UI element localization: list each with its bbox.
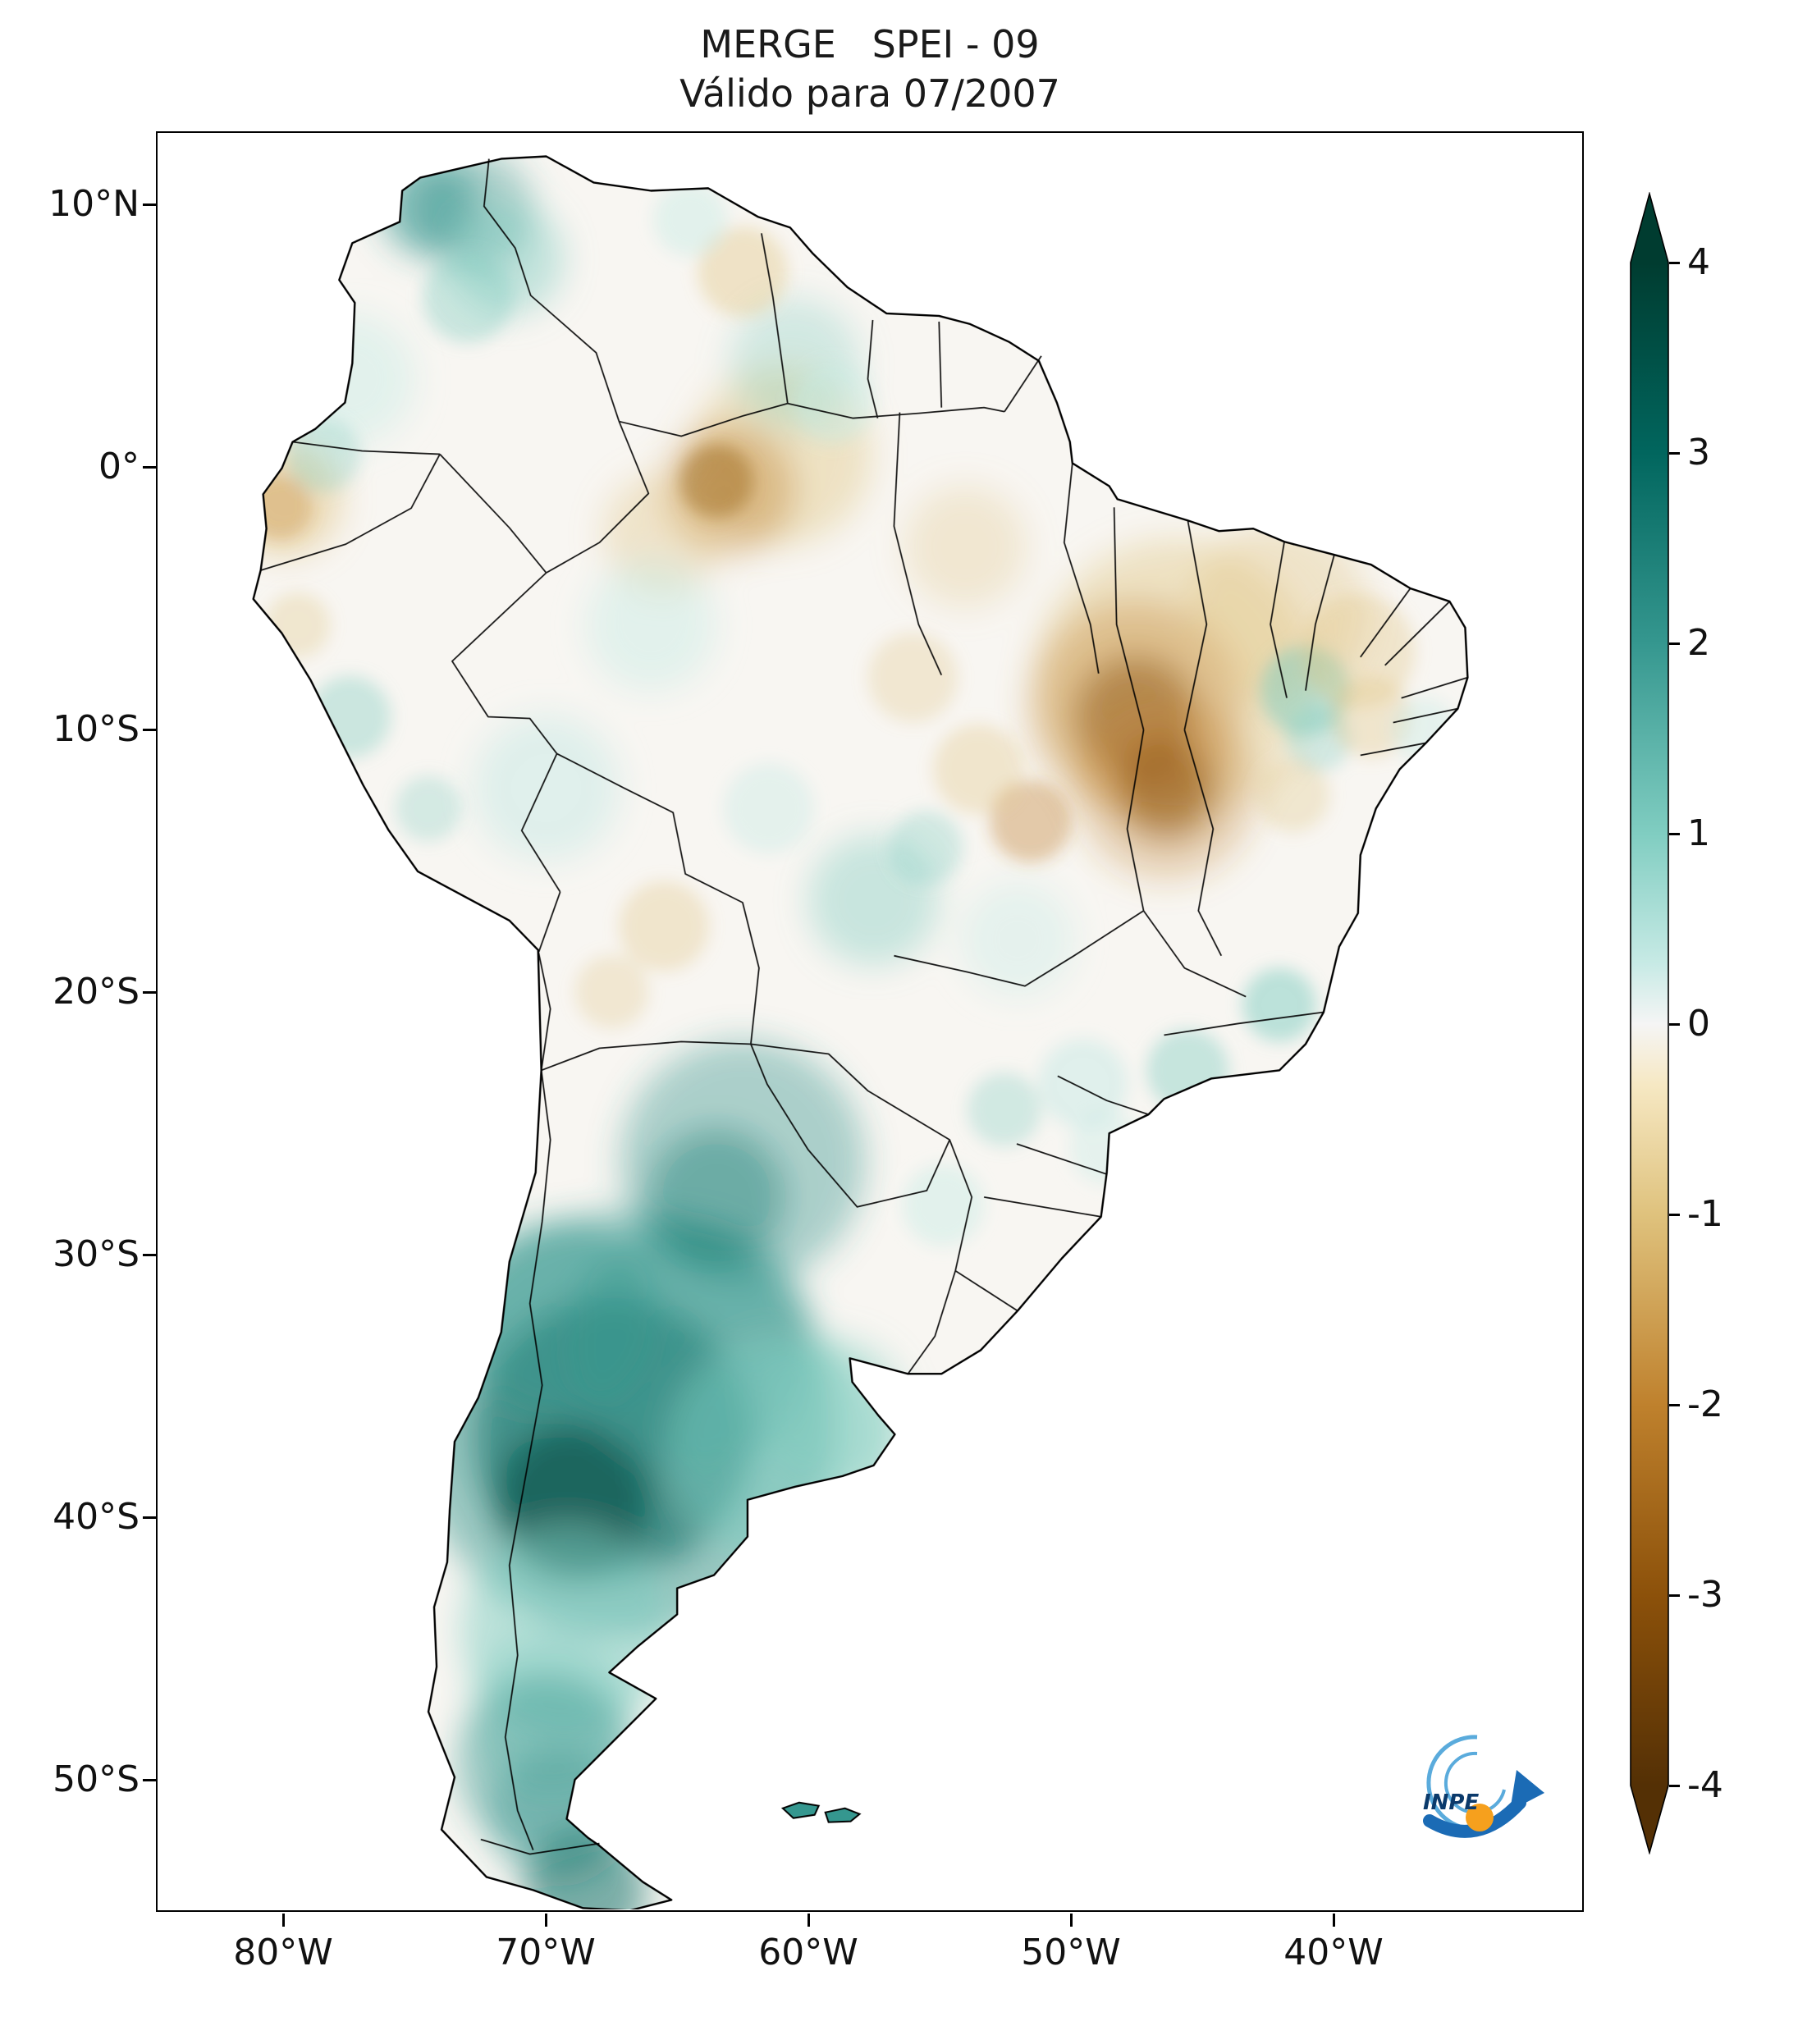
y-tick-mark [143,1779,156,1781]
colorbar-outline [1630,192,1669,1854]
spei-anomaly-field [253,156,1457,1909]
falkland-islands [780,1801,862,1823]
colorbar-tick-label: 1 [1687,812,1710,854]
colorbar-tick-mark [1669,1023,1680,1026]
colorbar-tick-label: 0 [1687,1003,1710,1045]
x-tick-label: 60°W [758,1932,858,1973]
y-tick-mark [143,203,156,206]
map-plot-area [156,131,1584,1912]
x-tick-mark [1070,1914,1073,1927]
x-tick-label: 50°W [1021,1932,1121,1973]
x-tick-mark [1333,1914,1335,1927]
inpe-logo-arrowhead-icon [1510,1770,1544,1811]
x-tick-mark [807,1914,810,1927]
y-tick-label: 10°S [53,708,140,750]
colorbar-tick-mark [1669,1404,1680,1406]
inpe-logo-orange-ball-icon [1466,1804,1494,1831]
south-america-spei-map [252,155,1469,1909]
colorbar-upper-arrow [1631,194,1668,263]
x-tick-label: 80°W [233,1932,333,1973]
x-tick-mark [545,1914,547,1927]
colorbar-lower-arrow [1631,1786,1668,1853]
y-tick-label: 20°S [53,971,140,1013]
colorbar-tick-mark [1669,1214,1680,1216]
y-tick-label: 10°N [48,183,140,225]
colorbar-tick-mark [1669,452,1680,455]
colorbar-gradient [1631,263,1668,1786]
inpe-logo-inner-swirl-icon [1443,1751,1506,1814]
inpe-logo-text: INPE [1423,1790,1479,1815]
chart-subtitle: Válido para 07/2007 [679,71,1060,116]
colorbar [1630,192,1669,1854]
y-tick-mark [143,466,156,469]
y-tick-mark [143,991,156,994]
colorbar-tick-label: -3 [1687,1574,1723,1616]
y-tick-mark [143,1516,156,1519]
x-tick-mark [282,1914,285,1927]
inpe-logo: INPE [1423,1735,1544,1838]
colorbar-tick-label: 4 [1687,241,1710,283]
colorbar-tick-label: 3 [1687,432,1710,473]
chart-title: MERGE SPEI - 09 [700,22,1040,66]
y-tick-label: 40°S [53,1496,140,1538]
political-borders [260,158,1468,1855]
y-tick-label: 30°S [53,1233,140,1275]
x-tick-label: 70°W [496,1932,596,1973]
y-tick-label: 0° [98,446,140,487]
colorbar-tick-mark [1669,1594,1680,1597]
colorbar-tick-mark [1669,262,1680,264]
colorbar-tick-mark [1669,642,1680,645]
colorbar-tick-mark [1669,1785,1680,1787]
y-tick-mark [143,729,156,731]
y-tick-mark [143,1254,156,1256]
colorbar-tick-label: 2 [1687,622,1710,664]
colorbar-tick-label: -2 [1687,1383,1723,1425]
colorbar-tick-mark [1669,833,1680,835]
colorbar-tick-label: -4 [1687,1764,1723,1806]
x-tick-label: 40°W [1283,1932,1384,1973]
y-tick-label: 50°S [53,1758,140,1800]
colorbar-tick-label: -1 [1687,1193,1723,1235]
